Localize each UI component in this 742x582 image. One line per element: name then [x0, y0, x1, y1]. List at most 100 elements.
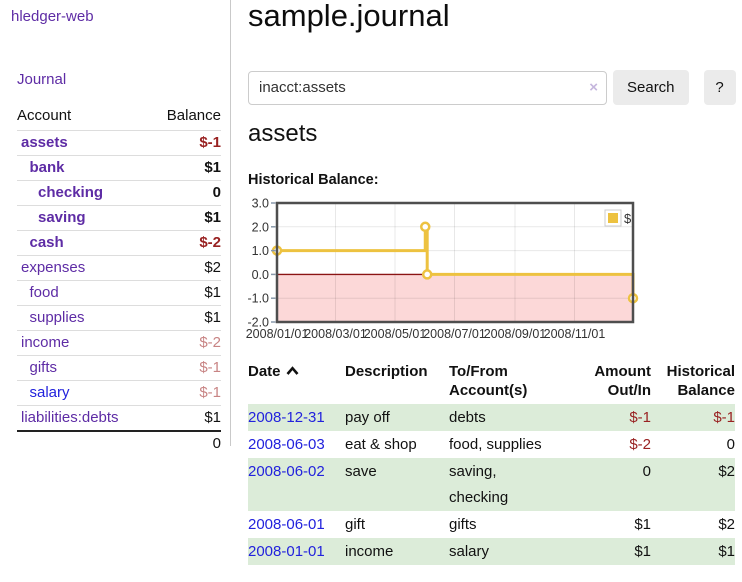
account-balance: $1 — [204, 159, 221, 176]
accounts-total-value: 0 — [212, 435, 221, 452]
account-row: food $1 — [17, 280, 221, 305]
description-cell: pay off — [345, 409, 390, 426]
sidebar-account-link[interactable]: expenses — [21, 259, 86, 276]
search-button[interactable]: Search — [613, 70, 689, 105]
app-title-link[interactable]: hledger-web — [11, 8, 94, 25]
balance-cell: 0 — [726, 436, 735, 453]
transaction-date-link[interactable]: 2008-06-03 — [248, 436, 325, 453]
transaction-row: 2008-06-02 save saving, checking 0 $2 — [248, 458, 735, 511]
column-header-description: Description — [345, 363, 428, 380]
amount-cell: 0 — [642, 463, 651, 480]
x-axis-tick-label: 2008/03/01 — [304, 327, 367, 341]
account-row: income $-2 — [17, 330, 221, 355]
transaction-row: 2008-06-01 gift gifts $1 $2 — [248, 511, 735, 538]
transaction-row: 2008-12-31 pay off debts $-1 $-1 — [248, 404, 735, 431]
account-balance: $-1 — [199, 384, 221, 401]
page-title: sample.journal — [248, 0, 450, 33]
accounts-cell: gifts — [449, 511, 574, 538]
posting-account: salary — [449, 543, 490, 560]
transaction-date-link[interactable]: 2008-06-02 — [248, 463, 325, 480]
legend-swatch — [608, 213, 618, 223]
sidebar-account-link[interactable]: saving — [38, 209, 86, 226]
sidebar-account-link[interactable]: bank — [29, 159, 65, 176]
search-input-wrap: × — [248, 70, 607, 105]
sidebar-account-link[interactable]: supplies — [29, 309, 85, 326]
balance-cell: $2 — [718, 463, 735, 480]
date-cell: 2008-01-01 — [248, 538, 345, 565]
accounts-table-header: Account Balance — [17, 104, 221, 130]
sidebar-account-link[interactable]: assets — [21, 134, 68, 151]
account-heading: assets — [248, 120, 318, 147]
balance-cell: $-1 — [713, 409, 735, 426]
account-row: liabilities:debts $1 — [17, 405, 221, 430]
date-cell: 2008-12-31 — [248, 404, 345, 431]
sidebar: hledger-web Journal Account Balance asse… — [0, 0, 231, 452]
transaction-date-link[interactable]: 2008-06-01 — [248, 516, 325, 533]
account-row: assets $-1 — [17, 130, 221, 155]
sidebar-account-link[interactable]: food — [29, 284, 59, 301]
account-balance: $-2 — [199, 234, 221, 251]
account-balance: $1 — [204, 309, 221, 326]
sidebar-account-link[interactable]: cash — [29, 234, 64, 251]
date-cell: 2008-06-01 — [248, 511, 345, 538]
posting-account: debts — [449, 409, 486, 426]
x-axis-tick-label: 2008/07/01 — [423, 327, 486, 341]
y-axis-tick-label: 1.0 — [252, 244, 269, 258]
account-balance: $1 — [204, 409, 221, 426]
account-balance: 0 — [212, 184, 221, 201]
accounts-cell: saving, checking — [449, 458, 574, 511]
date-cell: 2008-06-02 — [248, 458, 345, 511]
sidebar-account-link[interactable]: liabilities:debts — [21, 409, 119, 426]
account-row: checking 0 — [17, 180, 221, 205]
column-header-balance: Historical Balance — [666, 363, 735, 399]
historical-balance-chart: 3.0 2.0 1.0 0.0 -1.0 -2.0 2008/01/01 2008/03/01… — [246, 196, 640, 342]
accounts-table: Account Balance assets $-1 bank $1 checking 0… — [17, 104, 221, 456]
amount-cell: $-1 — [629, 409, 651, 426]
transactions-table: Date Description To/From Account(s) Amou… — [248, 362, 735, 565]
sidebar-account-link[interactable]: gifts — [29, 359, 58, 376]
account-balance: $-2 — [199, 334, 221, 351]
y-axis-tick-label: 3.0 — [252, 197, 269, 211]
amount-cell: $1 — [634, 516, 651, 533]
sidebar-account-link[interactable]: income — [21, 334, 70, 351]
description-cell: gift — [345, 516, 366, 533]
balance-chart-svg: 3.0 2.0 1.0 0.0 -1.0 -2.02008/01/012008/03/01… — [246, 197, 639, 341]
posting-account: saving, — [449, 463, 497, 480]
account-row: bank $1 — [17, 155, 221, 180]
accounts-total-row: 0 — [17, 430, 221, 456]
sidebar-account-link[interactable]: checking — [38, 184, 104, 201]
plot-border — [275, 201, 635, 324]
account-balance: $1 — [204, 284, 221, 301]
account-row: expenses $2 — [17, 255, 221, 280]
data-point-marker — [420, 221, 431, 233]
account-balance: $-1 — [199, 134, 221, 151]
account-row: gifts $-1 — [17, 355, 221, 380]
transaction-date-link[interactable]: 2008-12-31 — [248, 409, 325, 426]
transaction-date-link[interactable]: 2008-01-01 — [248, 543, 325, 560]
account-row: cash $-2 — [17, 230, 221, 255]
posting-account: food, supplies — [449, 436, 542, 453]
accounts-cell: food, supplies — [449, 431, 574, 458]
description-cell: save — [345, 463, 377, 480]
sidebar-item-journal[interactable]: Journal — [17, 71, 67, 88]
accounts-rows: assets $-1 bank $1 checking 0 saving $1 cash $-2 e… — [17, 130, 221, 430]
clear-search-icon[interactable]: × — [589, 78, 598, 96]
chart-title: Historical Balance: — [248, 172, 379, 188]
posting-account: checking — [449, 489, 509, 506]
amount-cell: $1 — [634, 543, 651, 560]
main-content: sample.journal × Search ? assets Histori… — [246, 0, 736, 582]
sidebar-account-link[interactable]: salary — [29, 384, 70, 401]
x-axis-tick-label: 2008/05/01 — [364, 327, 427, 341]
posting-account: gifts — [449, 516, 477, 533]
search-input[interactable] — [248, 70, 607, 105]
sort-ascending-icon — [286, 366, 299, 375]
column-header-date[interactable]: Date — [248, 362, 345, 404]
negative-region — [277, 274, 633, 322]
account-balance: $-1 — [199, 359, 221, 376]
y-axis-tick-label: -2.0 — [247, 316, 269, 330]
legend-label: $ — [624, 211, 632, 226]
account-balance: $1 — [204, 209, 221, 226]
help-button[interactable]: ? — [703, 70, 736, 105]
x-axis-tick-label: 2008/09/01 — [484, 327, 547, 341]
transactions-header-row: Date Description To/From Account(s) Amou… — [248, 362, 735, 404]
